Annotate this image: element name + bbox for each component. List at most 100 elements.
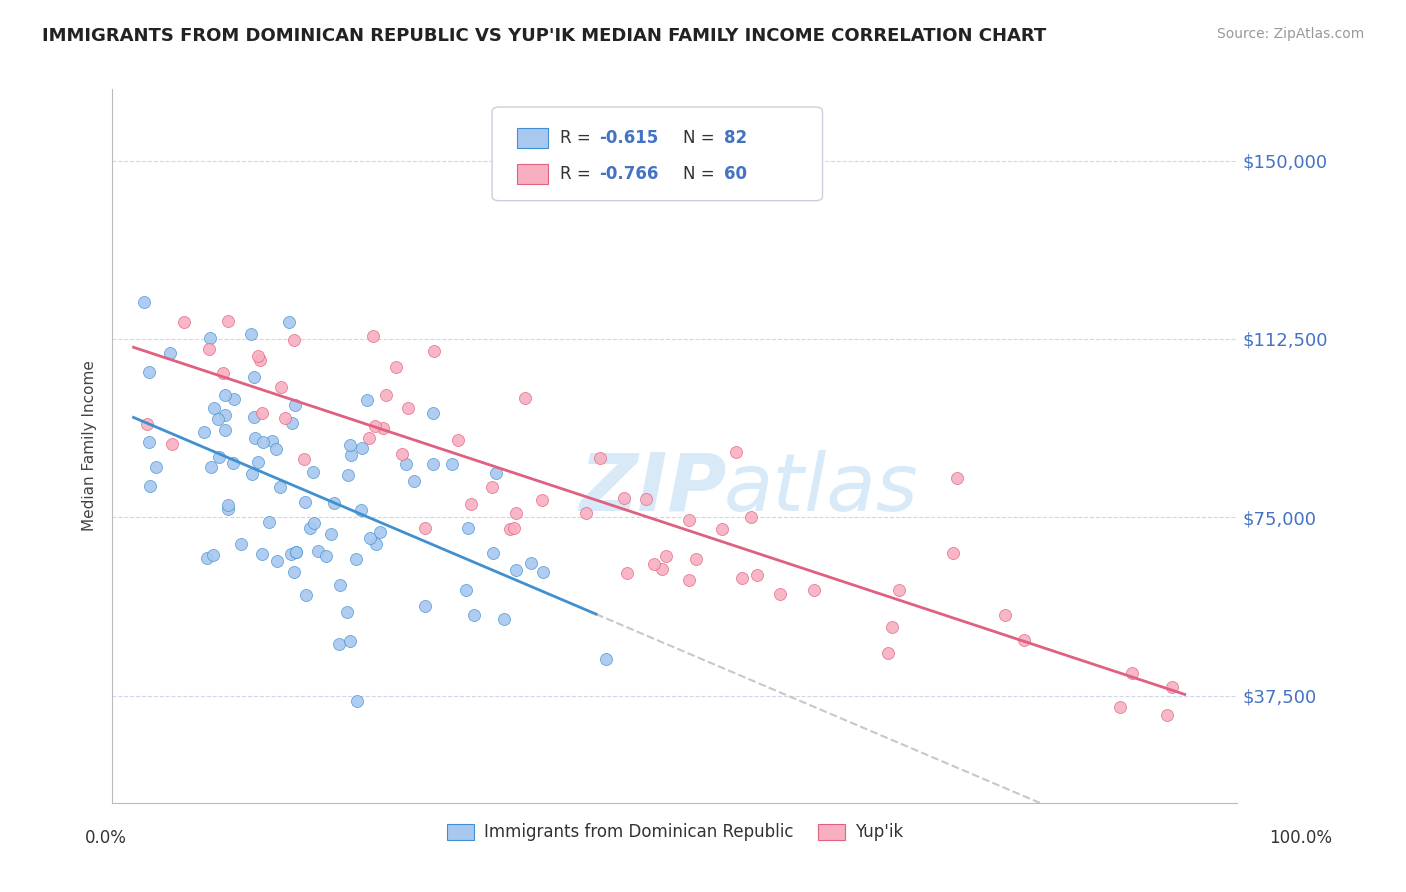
Point <box>283 566 305 580</box>
Point <box>395 457 418 471</box>
Point <box>505 563 527 577</box>
Point <box>747 568 769 582</box>
Point <box>319 526 342 541</box>
Point <box>242 409 264 424</box>
Point <box>135 417 157 431</box>
Text: ZIP: ZIP <box>579 450 725 528</box>
Point <box>359 432 381 446</box>
Point <box>413 599 436 614</box>
Text: R =: R = <box>560 129 596 147</box>
Point <box>803 583 825 598</box>
Point <box>274 411 297 425</box>
Point <box>285 545 308 559</box>
Point <box>329 578 352 592</box>
Point <box>246 349 269 363</box>
Point <box>193 425 215 439</box>
Point <box>336 467 359 482</box>
Point <box>284 399 307 413</box>
Point <box>385 360 408 375</box>
Point <box>499 522 522 536</box>
Point <box>284 545 307 559</box>
Point <box>307 543 329 558</box>
Point <box>485 466 508 480</box>
Point <box>454 583 477 598</box>
Point <box>396 401 419 415</box>
Point <box>441 457 464 471</box>
Point <box>207 411 229 425</box>
Point <box>298 521 321 535</box>
Point <box>280 547 302 561</box>
Point <box>678 513 700 527</box>
Point <box>315 549 337 564</box>
Point <box>731 571 754 585</box>
Point <box>221 456 243 470</box>
Point <box>350 503 373 517</box>
Point <box>200 460 222 475</box>
Point <box>994 607 1017 622</box>
Point <box>292 451 315 466</box>
Point <box>368 524 391 539</box>
Point <box>246 455 269 469</box>
Point <box>283 333 305 347</box>
Point <box>328 637 350 651</box>
Point <box>240 327 263 342</box>
Point <box>481 480 503 494</box>
Point <box>482 546 505 560</box>
Point <box>1014 632 1036 647</box>
Point <box>257 515 280 529</box>
Point <box>198 331 221 345</box>
Point <box>264 442 287 456</box>
Point <box>531 565 554 579</box>
Point <box>202 401 225 416</box>
Point <box>207 450 229 464</box>
Point <box>339 438 361 452</box>
Text: 0.0%: 0.0% <box>84 829 127 847</box>
Point <box>336 605 359 619</box>
Point <box>942 546 965 560</box>
Point <box>145 459 167 474</box>
Text: -0.615: -0.615 <box>599 129 658 147</box>
Point <box>295 588 318 602</box>
Point <box>159 346 181 360</box>
Y-axis label: Median Family Income: Median Family Income <box>82 360 97 532</box>
Point <box>616 566 638 581</box>
Point <box>339 448 361 462</box>
Text: 60: 60 <box>724 165 747 183</box>
Point <box>463 608 485 623</box>
Point <box>492 611 515 625</box>
Point <box>231 537 253 551</box>
Point <box>575 507 598 521</box>
Point <box>946 471 969 485</box>
Point <box>356 393 378 408</box>
Point <box>138 365 160 379</box>
Point <box>344 552 367 566</box>
Point <box>214 409 236 423</box>
Point <box>1121 666 1143 681</box>
Point <box>302 516 325 531</box>
Point <box>322 495 344 509</box>
Point <box>505 506 527 520</box>
Text: N =: N = <box>683 129 720 147</box>
Point <box>224 392 246 406</box>
Point <box>413 521 436 535</box>
Point <box>740 510 762 524</box>
Point <box>520 556 543 570</box>
Point <box>655 549 678 564</box>
Point <box>266 554 288 568</box>
Point <box>634 491 657 506</box>
Point <box>301 466 323 480</box>
Point <box>364 537 387 551</box>
Point <box>245 431 267 445</box>
Point <box>252 434 274 449</box>
Text: N =: N = <box>683 165 720 183</box>
Point <box>138 435 160 450</box>
Point <box>217 314 239 328</box>
Legend: Immigrants from Dominican Republic, Yup'ik: Immigrants from Dominican Republic, Yup'… <box>440 817 910 848</box>
Text: atlas: atlas <box>724 450 918 528</box>
Point <box>613 491 636 505</box>
Text: 100.0%: 100.0% <box>1270 829 1331 847</box>
Point <box>262 434 284 448</box>
Point <box>1161 680 1184 694</box>
Point <box>447 433 470 447</box>
Point <box>685 552 707 566</box>
